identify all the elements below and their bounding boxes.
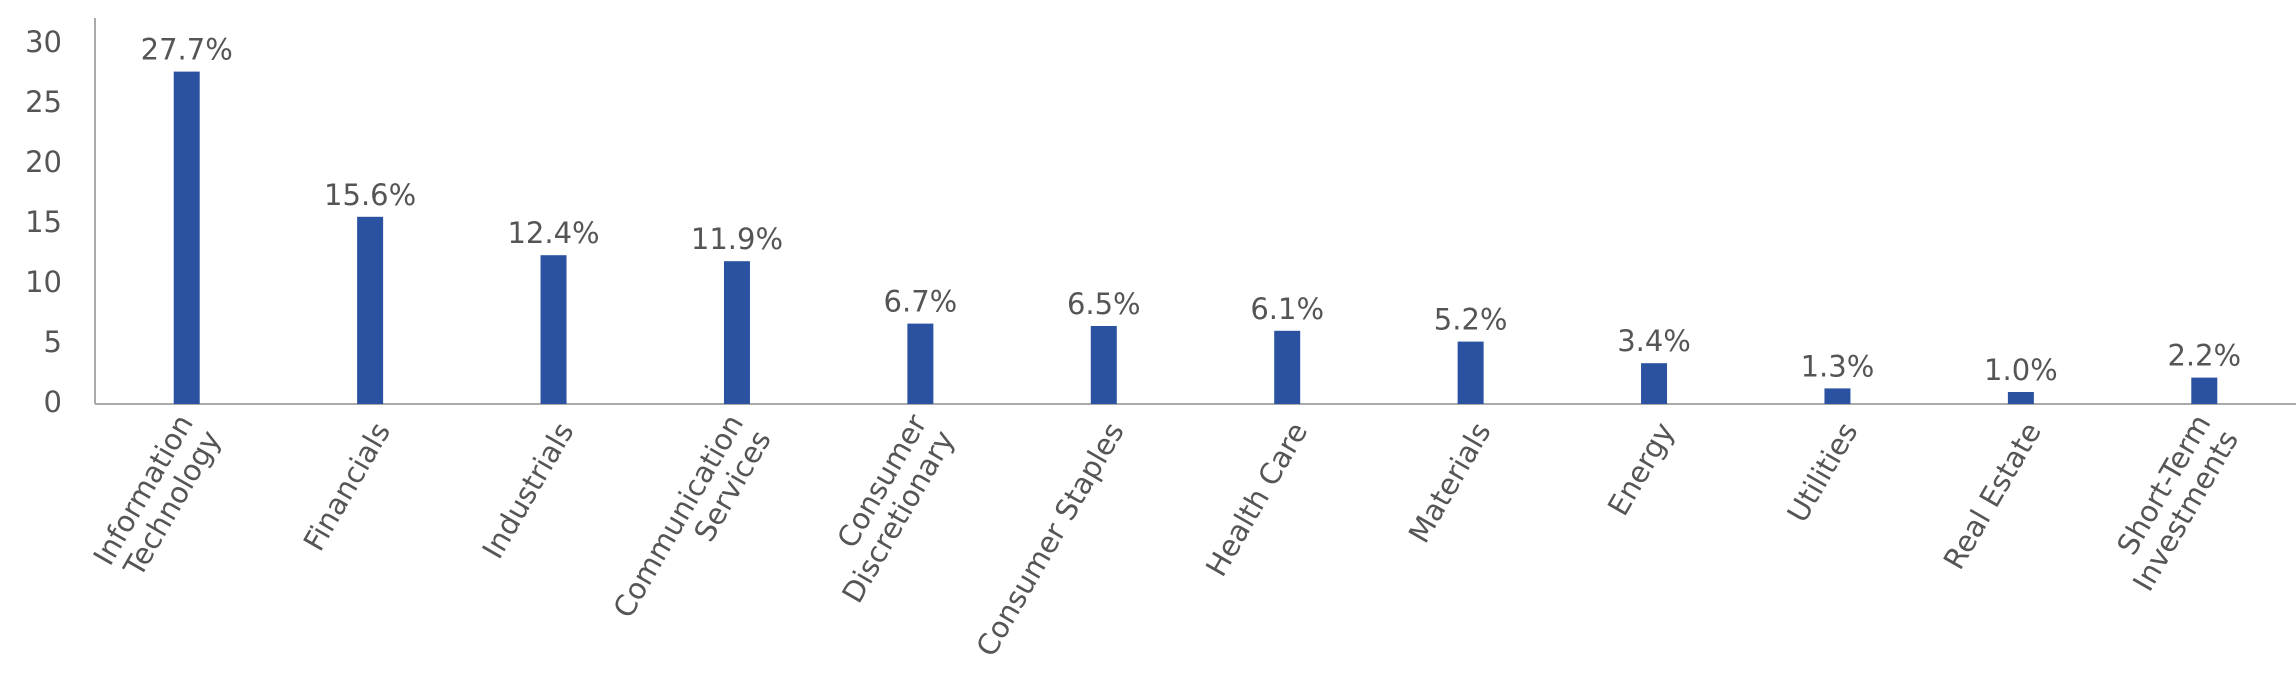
bar [1641, 363, 1668, 404]
x-tick-label: Materials [1402, 417, 1498, 549]
bar [723, 261, 750, 404]
y-tick-label: 0 [44, 385, 62, 419]
x-tick-label: ConsumerDiscretionary [808, 408, 962, 608]
bar [1090, 326, 1117, 404]
bar [1824, 388, 1851, 404]
bar [1274, 330, 1301, 404]
value-label: 5.2% [1434, 303, 1508, 337]
x-tick-label: Utilities [1780, 417, 1864, 529]
bar [2191, 377, 2218, 404]
value-label: 11.9% [691, 222, 783, 256]
value-label: 15.6% [324, 178, 416, 212]
bar [1457, 341, 1484, 404]
y-tick-label: 25 [25, 85, 62, 119]
x-tick-label: Financials [297, 417, 397, 557]
x-tick-label: Energy [1601, 417, 1681, 522]
x-tick-label: Health Care [1199, 417, 1314, 583]
value-label: 6.1% [1250, 292, 1324, 326]
bar [357, 216, 384, 404]
x-tick-label: Industrials [476, 417, 581, 565]
y-tick-label: 30 [25, 25, 62, 59]
x-tick-label: Short-TermInvestments [2098, 409, 2245, 597]
value-label: 1.3% [1801, 349, 1875, 383]
x-tick-label: Real Estate [1937, 417, 2048, 576]
y-tick-label: 10 [25, 265, 62, 299]
value-label: 3.4% [1617, 324, 1691, 358]
value-label: 6.7% [884, 285, 958, 319]
bar [540, 255, 567, 404]
x-tick-label: CommunicationServices [606, 409, 777, 640]
value-label: 12.4% [507, 216, 599, 250]
y-tick-label: 15 [25, 205, 62, 239]
y-tick-label: 20 [25, 145, 62, 179]
x-tick-label: Consumer Staples [969, 417, 1130, 663]
value-label: 1.0% [1984, 353, 2058, 387]
bar [173, 71, 200, 404]
bar [2007, 392, 2034, 404]
bar [907, 323, 934, 404]
value-label: 2.2% [2167, 339, 2241, 373]
value-label: 27.7% [141, 33, 233, 67]
value-label: 6.5% [1067, 287, 1141, 321]
x-tick-label: InformationTechnology [87, 409, 228, 587]
y-tick-label: 5 [44, 325, 62, 359]
